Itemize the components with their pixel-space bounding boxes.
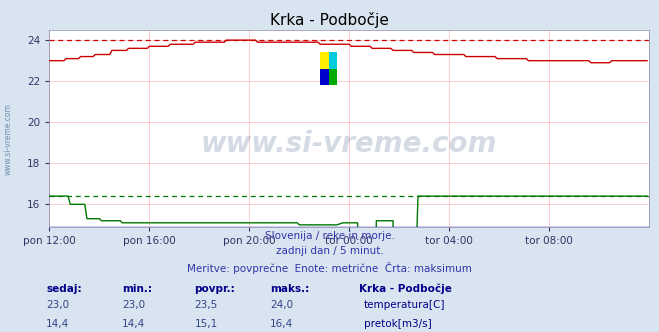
Text: 16,4: 16,4 <box>270 319 293 329</box>
Text: 14,4: 14,4 <box>122 319 145 329</box>
Text: Meritve: povprečne  Enote: metrične  Črta: maksimum: Meritve: povprečne Enote: metrične Črta:… <box>187 262 472 274</box>
Text: temperatura[C]: temperatura[C] <box>364 300 445 310</box>
Text: Krka - Podbočje: Krka - Podbočje <box>270 12 389 28</box>
Text: sedaj:: sedaj: <box>46 284 82 294</box>
Text: pretok[m3/s]: pretok[m3/s] <box>364 319 432 329</box>
Text: www.si-vreme.com: www.si-vreme.com <box>201 130 498 158</box>
Text: 23,0: 23,0 <box>46 300 69 310</box>
Text: min.:: min.: <box>122 284 152 294</box>
Bar <box>320 52 329 69</box>
Bar <box>329 52 337 69</box>
Text: 14,4: 14,4 <box>46 319 69 329</box>
Text: 23,5: 23,5 <box>194 300 217 310</box>
Text: povpr.:: povpr.: <box>194 284 235 294</box>
Text: 24,0: 24,0 <box>270 300 293 310</box>
Text: Krka - Podbočje: Krka - Podbočje <box>359 284 452 294</box>
Text: 15,1: 15,1 <box>194 319 217 329</box>
Bar <box>320 69 329 85</box>
Text: Slovenija / reke in morje.: Slovenija / reke in morje. <box>264 231 395 241</box>
Text: zadnji dan / 5 minut.: zadnji dan / 5 minut. <box>275 246 384 256</box>
Text: maks.:: maks.: <box>270 284 310 294</box>
Text: 23,0: 23,0 <box>122 300 145 310</box>
Text: www.si-vreme.com: www.si-vreme.com <box>3 104 13 175</box>
Bar <box>329 69 337 85</box>
